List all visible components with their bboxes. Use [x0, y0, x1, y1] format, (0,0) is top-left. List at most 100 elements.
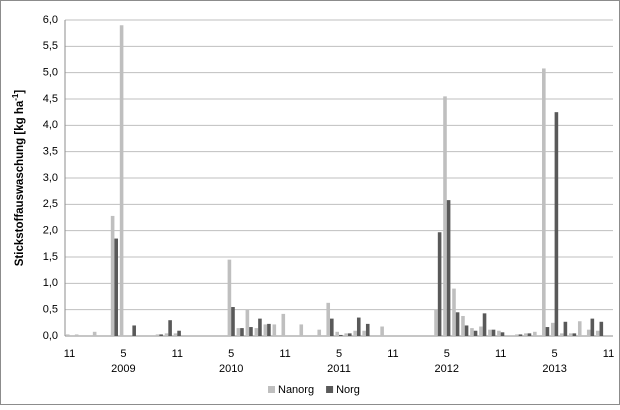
- bar: [236, 328, 241, 336]
- bar: [599, 321, 604, 336]
- bar: [263, 324, 268, 336]
- x-tick-label: 11: [64, 348, 75, 360]
- bar: [554, 112, 559, 337]
- y-tick-label: 5,5: [43, 40, 58, 52]
- y-tick-label: 0,5: [43, 304, 58, 316]
- bar: [240, 328, 244, 336]
- bar: [330, 318, 334, 336]
- y-tick-label: 1,0: [43, 277, 58, 289]
- bar: [577, 321, 582, 336]
- bar: [500, 332, 505, 336]
- bar: [595, 330, 600, 336]
- x-tick-label: 5: [552, 348, 558, 360]
- bar: [527, 333, 532, 336]
- y-tick-label: 1,5: [43, 251, 58, 263]
- bar: [227, 259, 232, 336]
- legend-label: Norg: [336, 384, 360, 396]
- bar: [114, 238, 119, 336]
- bar: [92, 331, 97, 336]
- bar: [497, 330, 501, 336]
- x-tick-label: 11: [603, 348, 614, 360]
- bar: [365, 323, 370, 336]
- bar: [272, 324, 277, 336]
- bar: [524, 333, 528, 336]
- bar: [590, 318, 595, 336]
- bar: [572, 333, 577, 336]
- bar: [551, 322, 555, 336]
- bar: [164, 333, 169, 336]
- bar: [326, 302, 331, 336]
- bar: [347, 333, 352, 336]
- bar: [455, 312, 460, 336]
- bar: [473, 330, 478, 336]
- bar: [518, 334, 523, 336]
- bar: [434, 309, 438, 336]
- bar: [317, 329, 322, 336]
- bar: [335, 331, 339, 336]
- y-axis-title-sup: -1: [11, 93, 20, 101]
- bar: [65, 334, 70, 336]
- bar: [249, 327, 253, 336]
- bar: [568, 333, 573, 336]
- legend-swatch: [268, 386, 275, 393]
- bar: [515, 334, 519, 336]
- bar: [339, 334, 343, 336]
- bar: [353, 330, 357, 336]
- x-group-label: 2011: [327, 363, 351, 375]
- x-tick-label: 5: [228, 348, 234, 360]
- bar: [267, 323, 271, 336]
- bar: [461, 315, 465, 336]
- bar: [356, 317, 361, 336]
- bar: [446, 200, 451, 336]
- bar: [452, 288, 456, 336]
- bar: [258, 318, 262, 336]
- bar: [533, 331, 537, 336]
- legend-label: Nanorg: [278, 384, 314, 396]
- bar: [173, 333, 178, 336]
- y-tick-label: 2,0: [43, 225, 58, 237]
- y-tick-label: 5,0: [43, 67, 58, 79]
- bar: [110, 215, 115, 336]
- bar: [245, 309, 250, 336]
- y-tick-label: 2,5: [43, 198, 58, 210]
- bar: [231, 307, 235, 336]
- bar: [344, 333, 348, 336]
- bar: [119, 25, 124, 337]
- y-tick-label: 3,5: [43, 146, 58, 158]
- x-tick-label: 5: [444, 348, 450, 360]
- y-axis-title-main: Stickstoffauswaschung [kg ha: [14, 100, 26, 266]
- x-tick-label: 11: [279, 348, 290, 360]
- x-group-label: 2010: [219, 363, 243, 375]
- bar: [488, 329, 492, 336]
- y-tick-label: 4,0: [43, 119, 58, 131]
- bar: [159, 334, 163, 336]
- bar: [74, 334, 79, 336]
- x-tick-label: 11: [172, 348, 183, 360]
- bar: [299, 324, 304, 336]
- y-axis-title: Stickstoffauswaschung [kg ha-1]: [11, 90, 26, 267]
- bar: [132, 325, 136, 336]
- x-group-label: 2012: [435, 363, 459, 375]
- legend-swatch: [326, 386, 334, 393]
- bar: [281, 313, 286, 336]
- bar: [177, 330, 181, 336]
- bar: [464, 325, 469, 336]
- bar: [362, 330, 366, 336]
- y-tick-label: 4,5: [43, 93, 58, 105]
- bar: [545, 327, 550, 336]
- y-tick-label: 3,0: [43, 172, 58, 184]
- bar: [155, 334, 160, 336]
- bar: [437, 232, 442, 336]
- x-group-label: 2009: [111, 363, 135, 375]
- bar: [443, 96, 447, 336]
- bar: [559, 333, 564, 336]
- x-tick-label: 11: [387, 348, 398, 360]
- bar: [470, 328, 474, 336]
- x-tick-label: 5: [120, 348, 126, 360]
- bar: [482, 313, 487, 336]
- y-tick-label: 6,0: [43, 14, 58, 26]
- bar: [168, 320, 172, 336]
- bar: [254, 328, 259, 336]
